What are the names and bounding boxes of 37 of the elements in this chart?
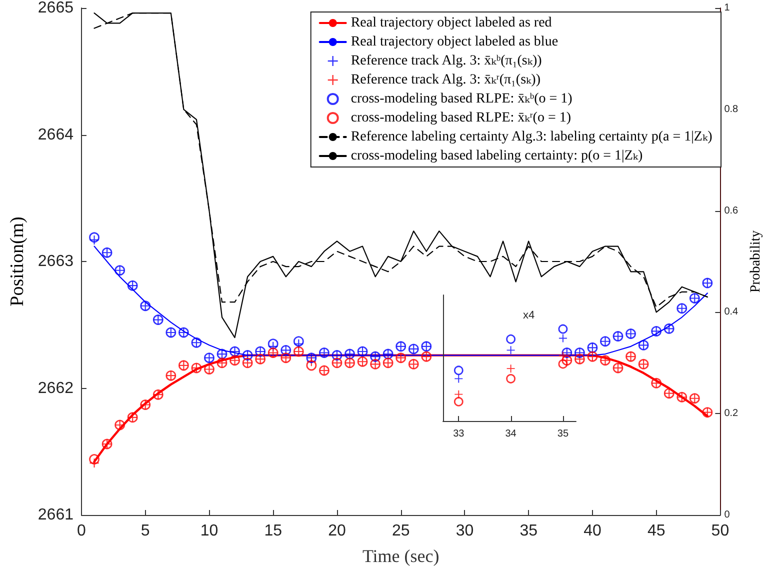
y2-tick-label: 0.6 <box>724 205 739 216</box>
x-axis-title: Time (sec) <box>362 546 440 566</box>
x-tick-label: 45 <box>647 522 666 540</box>
y2-tick-label: 0.4 <box>724 306 739 318</box>
y-tick-label: 2663 <box>38 253 74 270</box>
y2-tick-label: 0.8 <box>724 104 739 115</box>
x-tick-label: 20 <box>328 522 346 540</box>
y-tick-label: 2661 <box>38 506 74 524</box>
legend-label: cross-modeling based RLPE: x̄ₖᵇ(o = 1) <box>350 92 573 106</box>
legend-label: Real trajectory object labeled as red <box>350 16 552 30</box>
legend-label: Reference track Alg. 3: x̄ₖʳ(π₁(sₖ)) <box>350 72 541 88</box>
y-tick-label: 2662 <box>38 380 74 397</box>
legend-label: cross-modeling based RLPE: x̄ₖʳ(o = 1) <box>350 110 572 126</box>
y2-axis-title: Probability <box>748 230 764 293</box>
x-tick-label: 15 <box>264 522 282 540</box>
y-tick-label: 2665 <box>38 0 74 16</box>
y-axis-title: Position(m) <box>7 216 28 306</box>
chart-title: x4 <box>523 310 535 322</box>
x-tick-label: 30 <box>456 522 474 540</box>
x-tick-label: 40 <box>584 522 602 540</box>
legend-label: Real trajectory object labeled as blue <box>350 34 558 50</box>
y2-tick-label: 0 <box>724 510 730 520</box>
legend-label: Reference track Alg. 3: x̄ₖᵇ(π₁(sₖ)) <box>350 54 542 68</box>
legend-label: Reference labeling certainty Alg.3: labeling certainty p(a = 1|Zₖ) <box>350 130 713 144</box>
x-tick-label: 10 <box>200 522 218 540</box>
x-tick-label: 33 <box>453 428 465 440</box>
x-tick-label: 0 <box>77 522 86 540</box>
y2-tick-label: 0.2 <box>724 408 739 420</box>
y-tick-label: 2664 <box>38 126 74 144</box>
x-tick-label: 25 <box>392 522 410 540</box>
x-tick-label: 34 <box>505 428 517 440</box>
x-tick-label: 35 <box>557 428 569 440</box>
x-tick-label: 5 <box>140 522 150 540</box>
legend-label: cross-modeling based labeling certainty: p(o = 1|Zₖ) <box>350 148 644 164</box>
x-tick-label: 35 <box>520 522 538 540</box>
y2-tick-label: 1 <box>724 2 730 14</box>
x-tick-label: 50 <box>711 522 730 540</box>
